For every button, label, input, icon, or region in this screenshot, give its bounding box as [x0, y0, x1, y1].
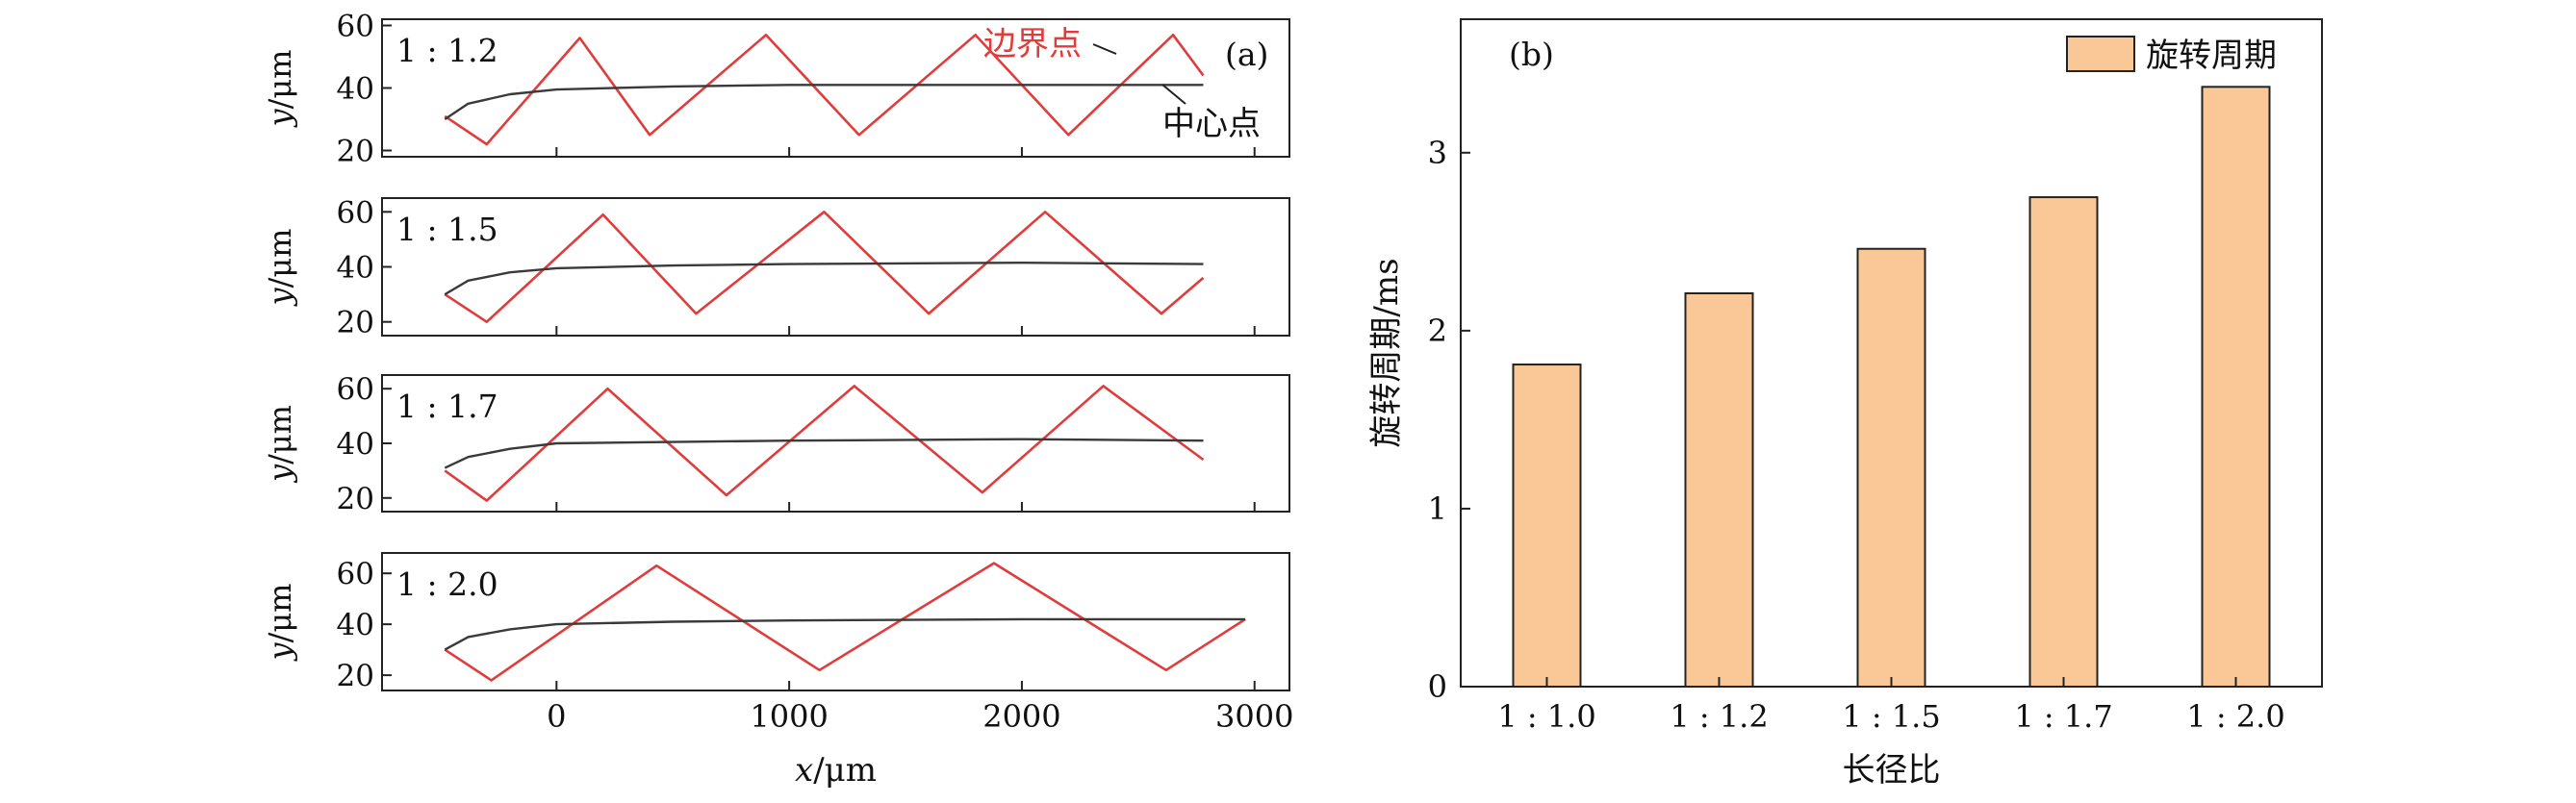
category-label: 1 : 1.0 — [1497, 698, 1595, 735]
subplot-frame-1 — [381, 18, 1290, 158]
category-label: 1 : 1.7 — [2014, 698, 2112, 735]
y-axis-label: y/μm — [262, 584, 298, 663]
y-tick-label: 20 — [337, 482, 374, 516]
x-axis-label: x/μm — [795, 751, 877, 790]
y-axis-label: y/μm — [262, 50, 298, 129]
center-line-3 — [444, 438, 1204, 469]
y-tick-label: 20 — [337, 659, 374, 693]
x-tick-label: 0 — [547, 698, 566, 735]
x-tick-label: 1000 — [750, 698, 828, 735]
subplot-frame-2 — [381, 197, 1290, 337]
center-line-2 — [444, 262, 1204, 296]
y-tick-label: 40 — [337, 251, 374, 286]
y-tick-label: 40 — [337, 608, 374, 642]
center-line-4 — [444, 617, 1246, 651]
y-tick-label: 3 — [1428, 135, 1447, 171]
y-tick-label: 20 — [337, 306, 374, 340]
subplot-frame-3 — [381, 374, 1290, 513]
center-annotation: 中心点 — [1162, 105, 1261, 143]
bar-1 — [1512, 364, 1582, 688]
ratio-label: 1 : 1.7 — [396, 388, 498, 425]
ratio-label: 1 : 2.0 — [396, 565, 498, 603]
ratio-label: 1 : 1.5 — [396, 211, 498, 248]
boundary-annotation: 边界点 — [983, 25, 1082, 63]
y-tick-label: 60 — [337, 195, 374, 230]
y-tick-label: 60 — [337, 10, 374, 44]
bar-5 — [2201, 86, 2271, 689]
subplot-frame-4 — [381, 552, 1290, 691]
y-axis-label-var: y — [262, 642, 298, 663]
y-tick-label: 60 — [337, 372, 374, 407]
category-label: 1 : 2.0 — [2186, 698, 2284, 735]
boundary-leader — [1092, 43, 1117, 55]
y-axis-label-b: 旋转周期/ms — [1367, 258, 1406, 447]
y-axis-label-var: y — [262, 288, 298, 308]
y-tick-label: 20 — [337, 135, 374, 169]
bar-2 — [1684, 292, 1754, 688]
legend-swatch — [2066, 36, 2135, 72]
y-axis-label-var: y — [262, 109, 298, 129]
center-leader — [1161, 84, 1186, 105]
y-tick-label: 1 — [1428, 490, 1447, 527]
y-axis-label-unit: /μm — [262, 50, 298, 110]
x-tick-label: 2000 — [982, 698, 1060, 735]
panel-label-a: (a) — [1225, 36, 1268, 73]
center-line-1 — [444, 84, 1204, 120]
y-tick-label: 60 — [337, 557, 374, 591]
y-tick-label: 0 — [1428, 668, 1447, 705]
y-axis-label-var: y — [262, 464, 298, 484]
y-tick-label: 40 — [337, 72, 374, 107]
y-tick-label: 2 — [1428, 313, 1447, 349]
boundary-line-2 — [444, 211, 1205, 323]
ratio-label: 1 : 1.2 — [396, 32, 498, 69]
bar-chart: 1 : 1.0 1 : 1.2 1 : 1.5 1 : 1.7 1 : 2.0 0 1 2 3 (… — [1367, 18, 2323, 790]
category-label: 1 : 1.5 — [1842, 698, 1940, 735]
y-axis-label-unit: /μm — [262, 584, 298, 643]
x-axis-label-b: 长径比 — [1843, 751, 1941, 790]
y-axis-label-unit: /μm — [262, 405, 298, 464]
x-axis-label-var: x — [795, 751, 813, 790]
x-axis-label-unit: /μm — [813, 751, 877, 790]
boundary-line-4 — [444, 562, 1246, 682]
subplot-3: 20 40 60 1 : 1.7 y/μm — [262, 372, 1290, 516]
y-tick-label: 40 — [337, 427, 374, 462]
x-tick-label: 3000 — [1215, 698, 1293, 735]
subplot-4: 20 40 60 1 : 2.0 y/μm — [262, 552, 1290, 693]
legend-label: 旋转周期 — [2146, 37, 2277, 75]
bar-frame — [1460, 18, 2323, 688]
panel-label-b: (b) — [1509, 36, 1554, 73]
bar-4 — [2028, 196, 2099, 688]
bar-3 — [1856, 247, 1926, 688]
subplot-2: 20 40 60 1 : 1.5 y/μm — [262, 195, 1290, 340]
y-axis-label: y/μm — [262, 405, 298, 484]
category-label: 1 : 1.2 — [1670, 698, 1768, 735]
y-axis-label-unit: /μm — [262, 229, 298, 289]
y-axis-label: y/μm — [262, 229, 298, 308]
subplot-1: 20 40 60 1 : 1.2 y/μm — [262, 10, 1290, 169]
